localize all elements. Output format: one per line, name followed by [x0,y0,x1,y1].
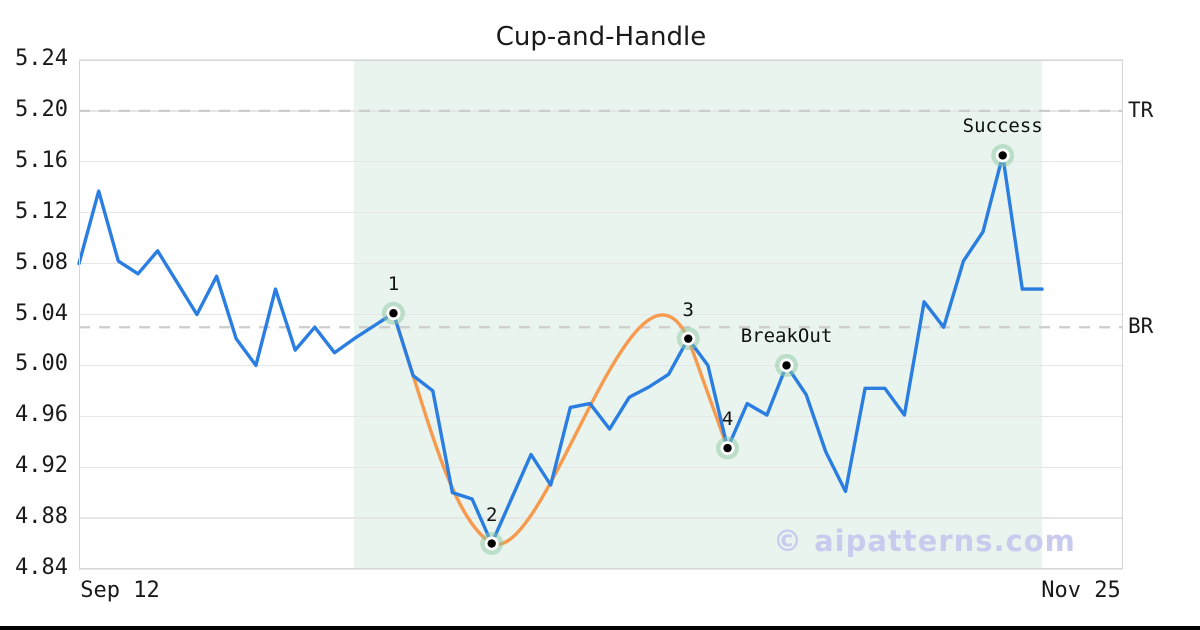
marker-label-handle-low: 4 [721,408,734,431]
marker-dot-cup-bottom [487,539,496,548]
marker-dot-cup-left-rim [389,309,398,318]
y-tick-label: 5.16 [15,147,68,173]
hline-label-tr: TR [1128,97,1154,122]
gridline [79,262,1123,265]
marker-label-success: Success [962,115,1043,138]
marker-dot-handle-low [723,443,732,453]
x-tick-label-end: Nov 25 [1041,578,1121,603]
price-line [77,153,1044,546]
gridline [79,517,1123,519]
y-tick-label: 5.00 [15,351,68,377]
chart-title: Cup-and-Handle [495,22,707,52]
watermark: © aipatterns.com [773,524,1076,558]
gridline [79,466,1123,468]
y-tick-label: 4.88 [15,504,68,530]
y-tick-label: 5.24 [15,46,68,71]
y-tick-label: 5.08 [15,249,68,275]
y-tick-label: 4.84 [15,555,68,580]
marker-dot-cup-right-rim [684,334,693,343]
y-tick-label: 4.92 [15,453,68,479]
marker-label-cup-left-rim: 1 [387,273,400,296]
y-tick-label: 5.12 [15,198,68,224]
cup-and-handle-outline [391,311,730,547]
y-tick-label: 4.96 [15,402,68,428]
y-tick-label: 5.04 [15,300,68,326]
hline-label-br: BR [1128,314,1154,339]
bottom-bar [0,626,1200,630]
gridline [79,161,1123,163]
gridline [79,313,1123,316]
gridline [79,364,1123,367]
gridline [79,59,1123,61]
y-tick-label: 5.20 [15,96,68,122]
x-tick-label-start: Sep 12 [80,578,160,603]
gridline [79,212,1123,214]
marker-label-cup-bottom: 2 [485,503,498,526]
marker-label-breakout: BreakOut [740,325,833,348]
marker-label-cup-right-rim: 3 [682,298,694,321]
marker-dot-breakout [782,361,791,370]
marker-dot-success [998,151,1007,160]
